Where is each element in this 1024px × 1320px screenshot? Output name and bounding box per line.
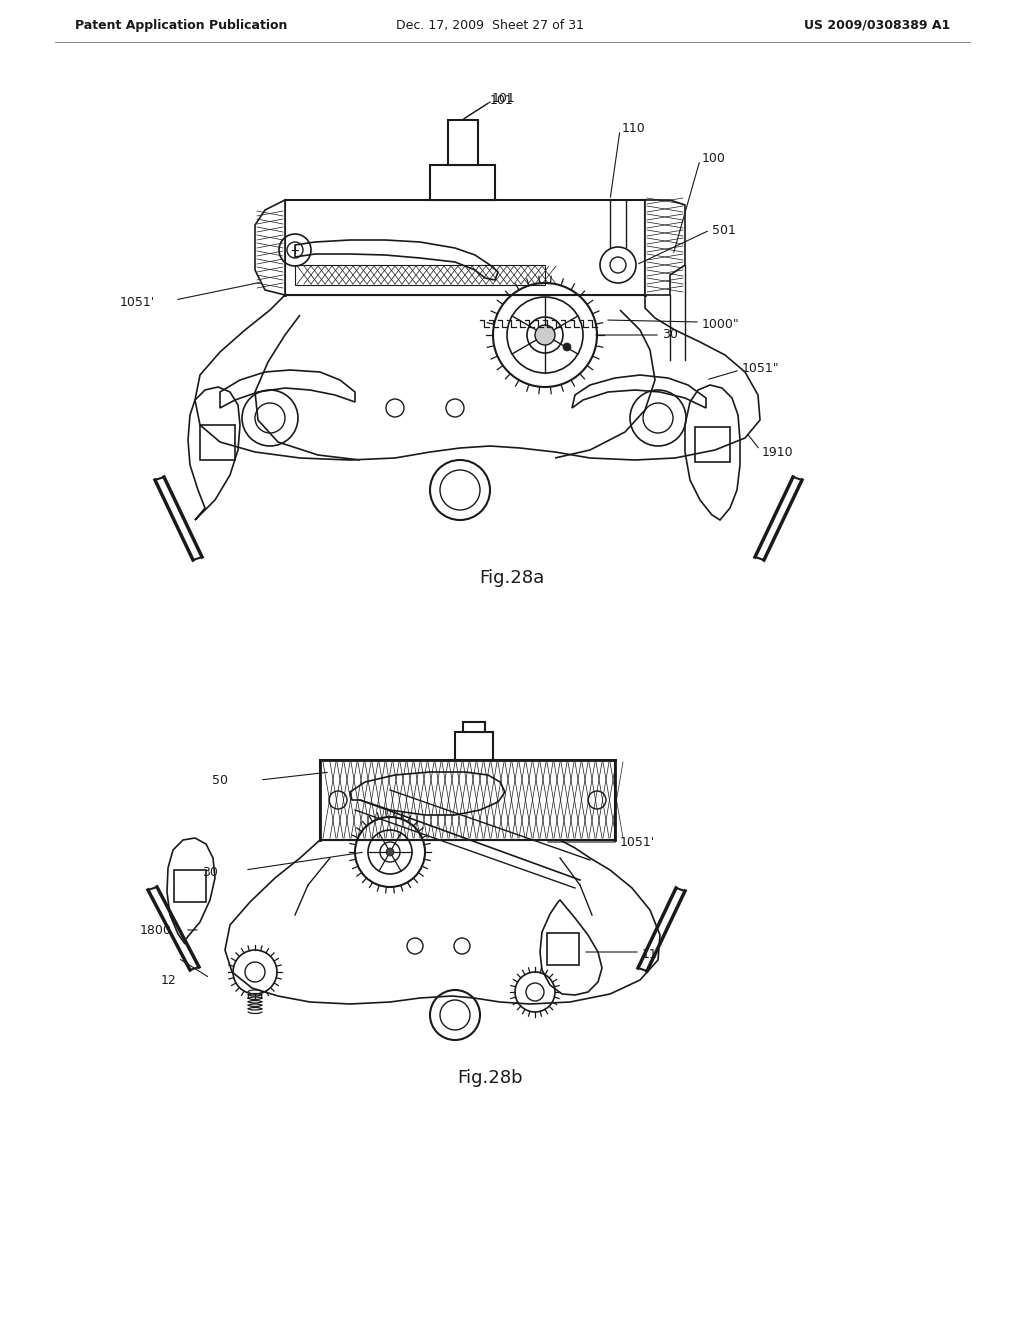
Text: 100: 100 <box>702 152 726 165</box>
Polygon shape <box>645 201 685 294</box>
Text: 50: 50 <box>212 774 228 787</box>
Text: Dec. 17, 2009  Sheet 27 of 31: Dec. 17, 2009 Sheet 27 of 31 <box>396 18 584 32</box>
Bar <box>455 733 493 760</box>
Bar <box>547 933 579 965</box>
Circle shape <box>535 325 555 345</box>
Polygon shape <box>255 201 285 294</box>
Text: US 2009/0308389 A1: US 2009/0308389 A1 <box>804 18 950 32</box>
Text: 30: 30 <box>662 329 678 342</box>
Text: 30: 30 <box>202 866 218 879</box>
Text: 1051': 1051' <box>620 836 655 849</box>
Text: 110: 110 <box>622 121 646 135</box>
Text: 1051': 1051' <box>120 296 156 309</box>
Text: 101: 101 <box>490 94 514 107</box>
Text: 101: 101 <box>492 91 516 104</box>
Bar <box>449 120 478 165</box>
Bar <box>285 201 645 294</box>
Bar <box>463 722 485 733</box>
Text: 501: 501 <box>712 223 736 236</box>
Text: 1051": 1051" <box>742 362 779 375</box>
Bar <box>174 870 206 902</box>
Bar <box>200 425 234 459</box>
Bar <box>695 426 730 462</box>
Circle shape <box>386 847 394 855</box>
Bar <box>295 265 545 285</box>
Circle shape <box>563 343 571 351</box>
Bar <box>319 760 615 840</box>
Text: 11: 11 <box>642 948 657 961</box>
Bar <box>430 165 495 201</box>
Text: 1800: 1800 <box>140 924 172 936</box>
Text: 12: 12 <box>160 974 176 986</box>
Text: Fig.28a: Fig.28a <box>479 569 545 587</box>
Text: 1910: 1910 <box>762 446 794 458</box>
Text: Patent Application Publication: Patent Application Publication <box>75 18 288 32</box>
Text: 1000": 1000" <box>702 318 739 330</box>
Text: Fig.28b: Fig.28b <box>457 1069 523 1086</box>
